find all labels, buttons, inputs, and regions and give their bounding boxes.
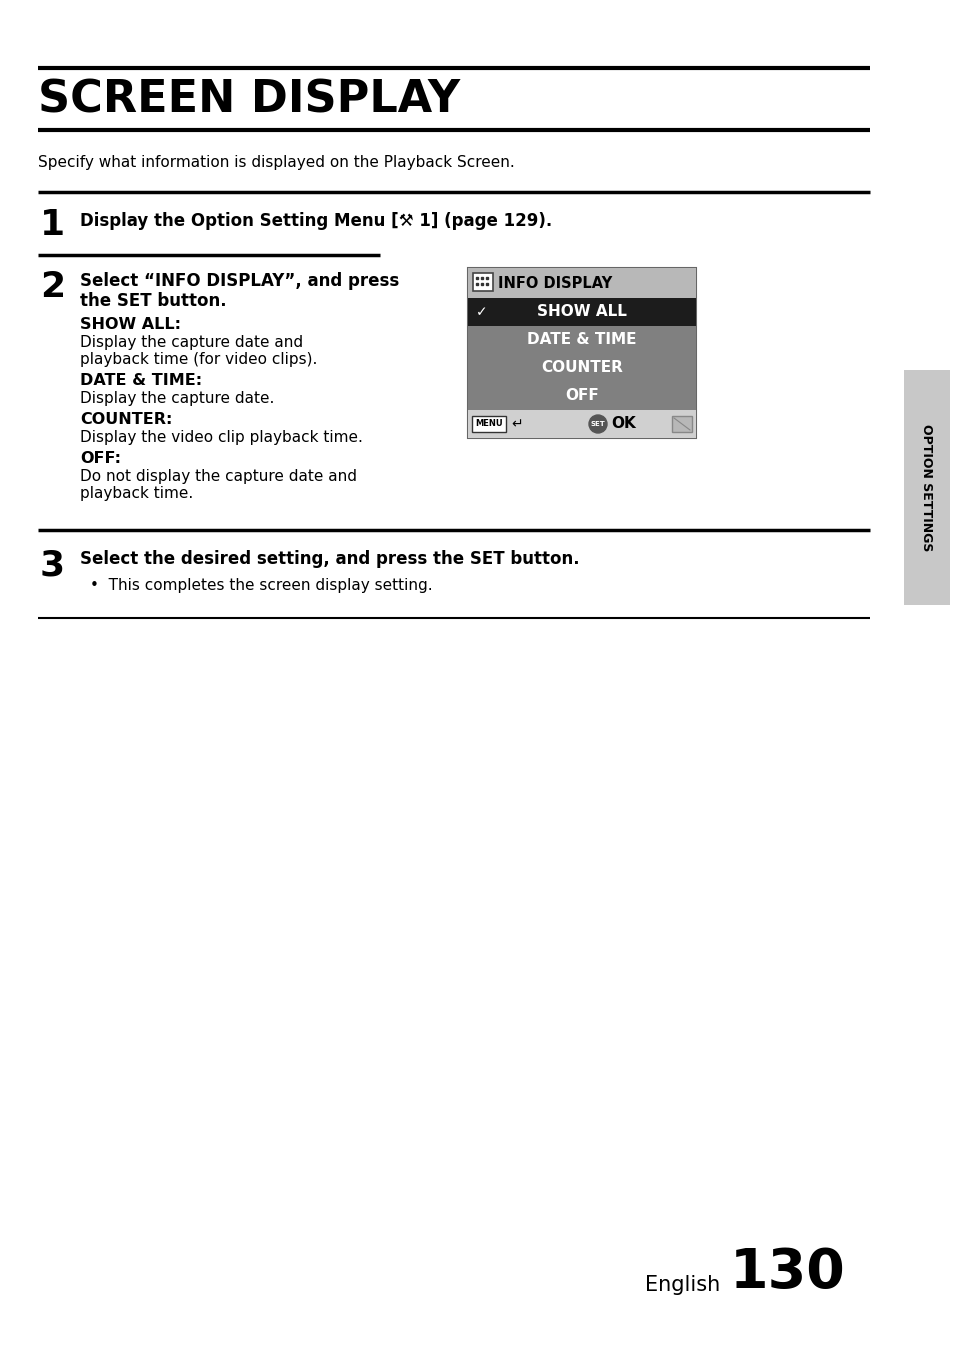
Text: playback time (for video clips).: playback time (for video clips). — [80, 352, 317, 367]
Circle shape — [588, 416, 606, 433]
Text: SET: SET — [590, 421, 605, 426]
Text: English: English — [644, 1275, 720, 1295]
Bar — [468, 325, 696, 354]
Text: Select “INFO DISPLAY”, and press: Select “INFO DISPLAY”, and press — [80, 272, 399, 291]
Text: OK: OK — [610, 417, 635, 432]
Bar — [468, 354, 696, 382]
Bar — [671, 416, 691, 432]
Text: Specify what information is displayed on the Playback Screen.: Specify what information is displayed on… — [38, 155, 515, 169]
Text: the SET button.: the SET button. — [80, 292, 227, 309]
Text: INFO DISPLAY: INFO DISPLAY — [497, 276, 612, 291]
Text: 1: 1 — [40, 208, 65, 242]
Bar — [472, 416, 505, 432]
Text: 3: 3 — [40, 547, 65, 582]
Text: Display the capture date and: Display the capture date and — [80, 335, 303, 350]
Bar — [468, 410, 696, 438]
Bar — [468, 268, 696, 438]
Text: SHOW ALL:: SHOW ALL: — [80, 317, 181, 332]
Text: COUNTER: COUNTER — [540, 360, 622, 375]
Text: DATE & TIME: DATE & TIME — [527, 332, 636, 347]
Bar — [903, 370, 949, 605]
Text: •  This completes the screen display setting.: • This completes the screen display sett… — [90, 578, 432, 593]
Text: 2: 2 — [40, 270, 65, 304]
Text: Select the desired setting, and press the SET button.: Select the desired setting, and press th… — [80, 550, 579, 568]
Text: DATE & TIME:: DATE & TIME: — [80, 373, 202, 387]
Text: OFF:: OFF: — [80, 451, 121, 465]
Text: playback time.: playback time. — [80, 486, 193, 500]
Bar — [468, 299, 696, 325]
Bar — [468, 268, 696, 299]
Text: ↵: ↵ — [511, 417, 522, 430]
Text: Display the video clip playback time.: Display the video clip playback time. — [80, 430, 362, 445]
Text: Display the Option Setting Menu [⚒ 1] (page 129).: Display the Option Setting Menu [⚒ 1] (p… — [80, 213, 552, 230]
Text: COUNTER:: COUNTER: — [80, 412, 172, 426]
Text: SCREEN DISPLAY: SCREEN DISPLAY — [38, 78, 459, 121]
Text: MENU: MENU — [475, 420, 502, 429]
Text: Do not display the capture date and: Do not display the capture date and — [80, 469, 356, 484]
Text: SHOW ALL: SHOW ALL — [537, 304, 626, 320]
Text: OPTION SETTINGS: OPTION SETTINGS — [920, 424, 933, 551]
Text: Display the capture date.: Display the capture date. — [80, 391, 274, 406]
Bar — [473, 273, 493, 291]
Text: ✓: ✓ — [476, 305, 487, 319]
Text: OFF: OFF — [564, 389, 598, 404]
Bar — [468, 382, 696, 410]
Text: 130: 130 — [729, 1245, 845, 1301]
